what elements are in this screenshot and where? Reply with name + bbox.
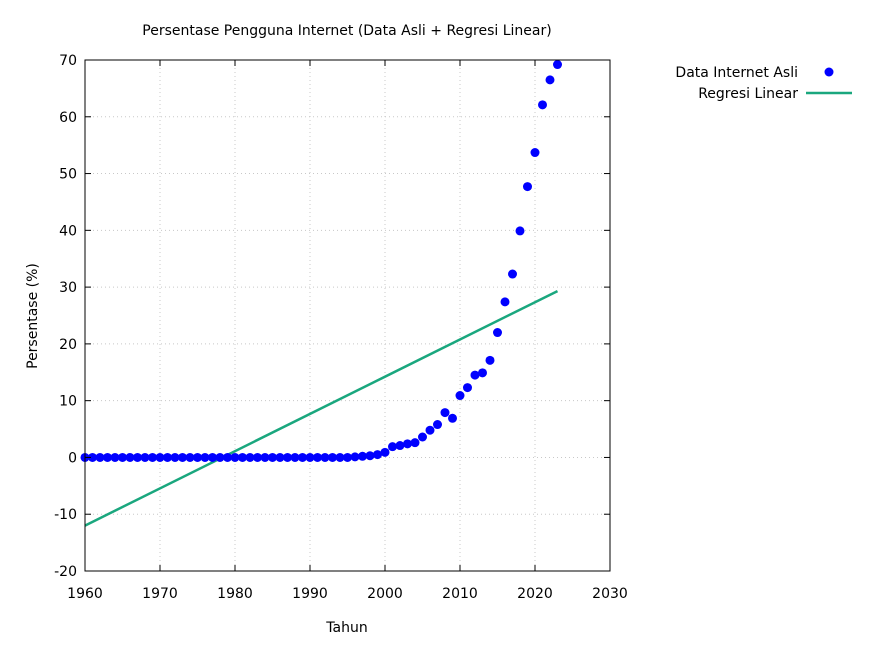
data-point xyxy=(178,452,187,462)
data-point xyxy=(193,452,202,462)
data-point xyxy=(418,432,427,442)
data-point xyxy=(275,452,285,462)
data-point xyxy=(373,450,382,460)
y-tick-label: 20 xyxy=(59,337,77,353)
x-tick-label: 1970 xyxy=(142,586,178,602)
plot-frame xyxy=(84,59,611,572)
data-point xyxy=(380,447,390,457)
data-point xyxy=(200,452,210,462)
data-point xyxy=(508,269,517,279)
y-tick-label: -10 xyxy=(54,507,77,523)
data-point xyxy=(118,452,127,462)
y-tick-label: 70 xyxy=(59,53,77,69)
data-point xyxy=(485,355,495,365)
data-point xyxy=(245,452,255,462)
data-point xyxy=(350,452,360,462)
data-point xyxy=(290,452,300,462)
data-point xyxy=(320,452,330,462)
data-point xyxy=(223,452,232,462)
data-point xyxy=(388,442,397,452)
data-point xyxy=(170,452,180,462)
data-point xyxy=(253,452,262,462)
data-point xyxy=(155,452,165,462)
x-axis-label: Tahun xyxy=(325,620,367,636)
data-point xyxy=(478,368,487,378)
data-point xyxy=(403,439,412,449)
data-point xyxy=(110,452,120,462)
data-point xyxy=(335,452,345,462)
y-tick-label: 40 xyxy=(59,223,77,239)
data-point xyxy=(470,370,480,380)
data-point xyxy=(515,226,525,236)
data-point xyxy=(530,148,540,158)
data-point xyxy=(260,452,270,462)
ticks: 1960 1970 1980 1990 2000 2010 2020 2030-20-1001… xyxy=(54,53,628,602)
data-point xyxy=(238,452,247,462)
data-point xyxy=(538,100,547,110)
y-tick-label: 0 xyxy=(68,450,77,466)
scatter-points-layer xyxy=(80,60,562,462)
data-point xyxy=(95,452,105,462)
data-point xyxy=(215,452,225,462)
data-point xyxy=(545,75,555,85)
data-point xyxy=(358,451,367,461)
data-point xyxy=(500,297,510,307)
legend: Data Internet Asli Regresi Linear xyxy=(675,65,852,102)
data-point xyxy=(185,452,195,462)
data-point xyxy=(268,452,277,462)
x-tick-label: 2000 xyxy=(367,586,403,602)
x-tick-label: 2020 xyxy=(517,586,553,602)
data-point xyxy=(553,60,562,70)
data-point xyxy=(305,452,315,462)
data-point xyxy=(313,452,322,462)
legend-label-line: Regresi Linear xyxy=(698,86,798,102)
data-point xyxy=(455,391,465,401)
data-point xyxy=(343,452,352,462)
data-point xyxy=(140,452,150,462)
data-point xyxy=(448,413,457,423)
data-point xyxy=(328,452,337,462)
data-point xyxy=(133,452,142,462)
data-point xyxy=(410,438,420,448)
data-point xyxy=(230,452,240,462)
chart-title: Persentase Pengguna Internet (Data Asli … xyxy=(142,23,551,39)
legend-marker-scatter xyxy=(824,67,834,77)
data-point xyxy=(395,441,405,451)
data-point xyxy=(163,452,172,462)
x-tick-label: 2010 xyxy=(442,586,478,602)
y-axis-label: Persentase (%) xyxy=(25,263,41,369)
y-tick-label: 50 xyxy=(59,167,77,183)
data-point xyxy=(283,452,292,462)
y-tick-label: 10 xyxy=(59,394,77,410)
x-tick-label: 2030 xyxy=(592,586,628,602)
data-point xyxy=(88,452,97,462)
data-point xyxy=(493,328,502,338)
data-point xyxy=(463,383,472,393)
regression-line-layer xyxy=(84,289,559,527)
x-tick-label: 1990 xyxy=(292,586,328,602)
data-point xyxy=(425,425,435,435)
data-point xyxy=(523,182,532,192)
data-point xyxy=(433,420,442,430)
data-point xyxy=(103,452,112,462)
x-tick-label: 1980 xyxy=(217,586,253,602)
data-point xyxy=(298,452,307,462)
data-point xyxy=(125,452,135,462)
data-point xyxy=(440,408,450,418)
y-tick-label: 60 xyxy=(59,110,77,126)
x-tick-label: 1960 xyxy=(67,586,103,602)
data-point xyxy=(365,451,375,461)
data-point xyxy=(208,452,217,462)
y-tick-label: -20 xyxy=(54,564,77,580)
y-tick-label: 30 xyxy=(59,280,77,296)
legend-label-scatter: Data Internet Asli xyxy=(675,65,798,81)
data-point xyxy=(148,452,157,462)
regression-line xyxy=(84,289,559,527)
